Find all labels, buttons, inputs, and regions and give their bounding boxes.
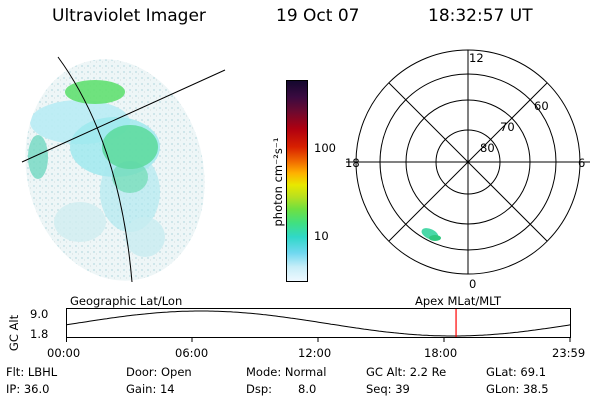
timeline-left-title: Geographic Lat/Lon [70,294,183,308]
geographic-image [20,52,228,288]
timeline-y-tick-low: 1.8 [30,327,49,341]
mode-info: Mode: Normal [246,365,327,379]
timeline-plot [66,308,571,342]
mlt-label-18: 18 [345,156,360,170]
glat-info: GLat: 69.1 [486,365,547,379]
timeline-x-tick-0600: 06:00 [175,346,209,360]
lat-label-80: 80 [480,141,495,155]
aurora-spot-core [429,235,441,241]
mlt-label-6: 6 [578,156,585,170]
timeline-y-label: GC Alt [7,314,22,352]
ip-info: IP: 36.0 [6,382,50,396]
timeline-x-tick-1200: 12:00 [298,346,332,360]
dsp-label: Dsp: [246,382,273,396]
timeline-frame [66,308,571,338]
seq-info: Seq: 39 [366,382,410,396]
lat-label-60: 60 [534,99,549,113]
timeline-x-tick-1800: 18:00 [424,346,458,360]
door-info: Door: Open [126,365,192,379]
filter-info: Flt: LBHL [6,365,58,379]
colorbar-tick-10: 10 [314,229,329,243]
polar-plot: 12 18 6 0 80 70 60 [345,49,590,291]
colorbar-unit-label: photon cm⁻²s⁻¹ [271,137,285,227]
aurora-image [20,52,228,288]
lat-label-70: 70 [500,120,515,134]
timeline-x-tick-2359: 23:59 [552,346,586,360]
mlt-label-12: 12 [469,51,484,65]
altitude-curve [66,310,571,337]
timeline-right-title: Apex MLat/MLT [415,294,502,308]
gain-info: Gain: 14 [126,382,175,396]
glon-info: GLon: 38.5 [486,382,549,396]
time-label: 18:32:57 UT [428,6,533,26]
mlt-label-0: 0 [469,277,476,291]
color-bar [286,80,308,282]
gc-alt-info: GC Alt: 2.2 Re [366,365,447,379]
dsp-value: 8.0 [298,382,317,396]
timeline-y-tick-high: 9.0 [30,307,49,321]
date-label: 19 Oct 07 [276,6,360,26]
instrument-title: Ultraviolet Imager [52,6,206,26]
timeline-x-tick-0000: 00:00 [47,346,81,360]
colorbar-tick-100: 100 [314,141,336,155]
